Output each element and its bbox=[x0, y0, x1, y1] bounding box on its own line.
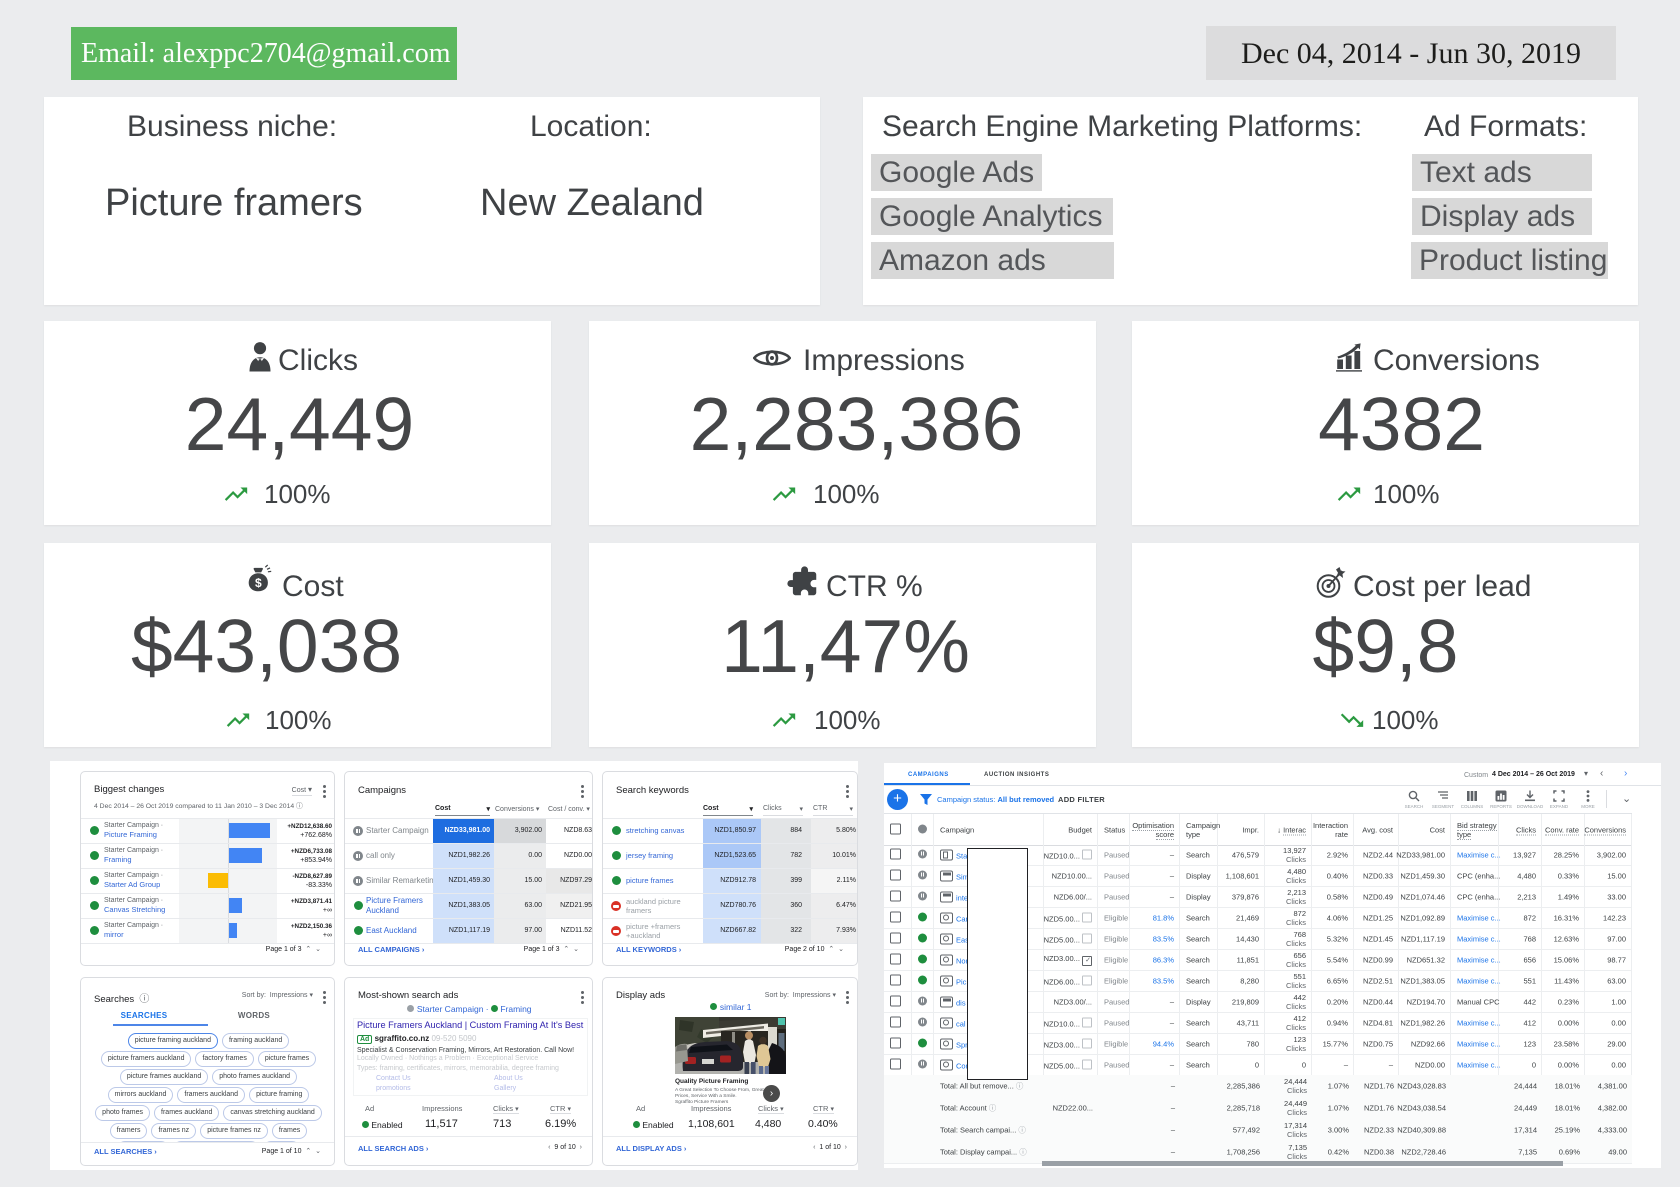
svg-text:$: $ bbox=[255, 576, 262, 590]
